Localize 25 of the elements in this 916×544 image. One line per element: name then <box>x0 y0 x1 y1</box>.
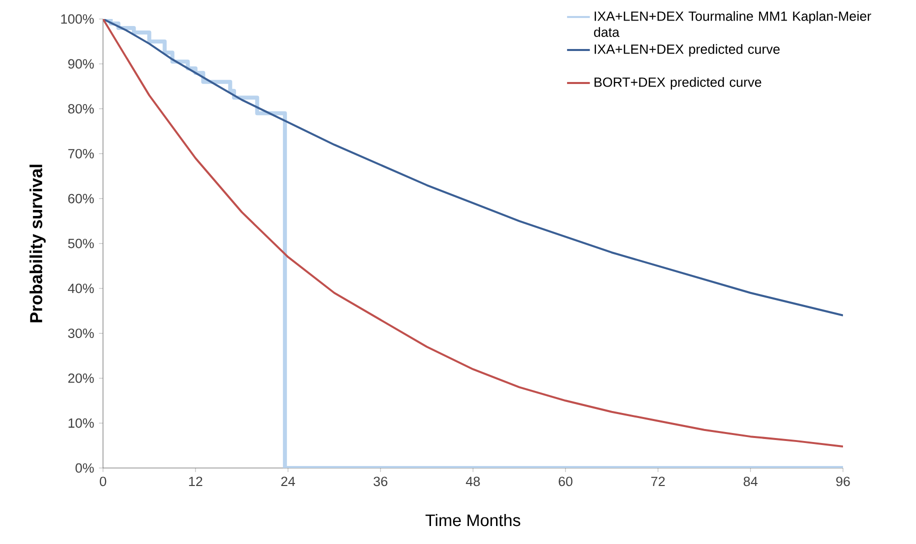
y-tick-label: 90% <box>68 59 94 69</box>
y-tick-label: 10% <box>68 418 94 428</box>
x-tick-label: 12 <box>189 476 202 486</box>
legend-label: IXA+LEN+DEX Tourmaline MM1 Kaplan-Meier data <box>594 11 872 37</box>
x-tick-label: 60 <box>558 476 572 486</box>
x-tick-label: 0 <box>100 476 106 486</box>
y-tick-label: 40% <box>68 284 94 294</box>
y-tick-label: 100% <box>61 14 94 24</box>
y-tick-label: 60% <box>68 194 94 204</box>
y-tick-label: 0% <box>76 463 94 473</box>
x-tick-label: 72 <box>651 476 665 486</box>
y-axis-title: Probability survival <box>30 164 46 322</box>
legend-label: BORT+DEX predicted curve <box>594 77 762 90</box>
x-tick-label: 48 <box>466 476 480 486</box>
y-tick-label: 30% <box>68 328 94 338</box>
legend-label: IXA+LEN+DEX predicted curve <box>594 44 780 57</box>
x-tick-label: 24 <box>281 476 296 486</box>
y-tick-label: 50% <box>68 238 94 248</box>
x-axis-title: Time Months <box>426 514 520 526</box>
x-tick-label: 36 <box>374 476 388 486</box>
y-tick-label: 70% <box>68 148 94 158</box>
y-tick-label: 80% <box>68 104 94 114</box>
x-tick-label: 84 <box>744 476 758 486</box>
x-tick-label: 96 <box>836 476 850 486</box>
y-tick-label: 20% <box>68 373 94 383</box>
